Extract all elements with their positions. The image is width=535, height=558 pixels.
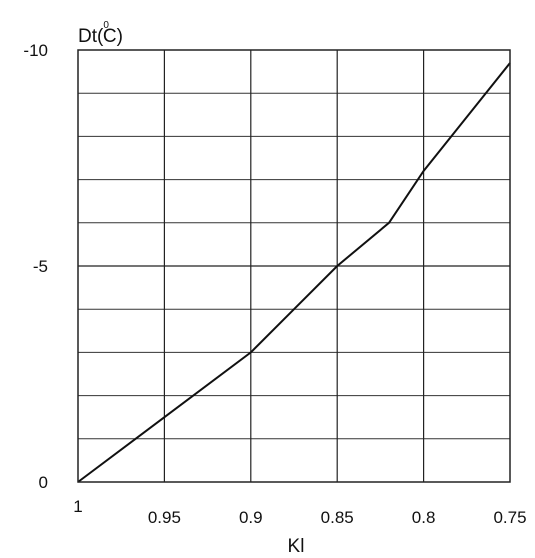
series-line — [77, 62, 511, 483]
x-axis-label: Kl — [288, 536, 305, 557]
x-tick-label: 1 — [73, 497, 82, 516]
y-tick-labels: 0 -5 -10 — [23, 41, 48, 492]
x-tick-label: 0.9 — [239, 508, 263, 527]
y-axis-label: Dt(0 C) — [78, 20, 123, 47]
x-tick-labels: 1 0.95 0.9 0.85 0.8 0.75 — [73, 497, 526, 527]
y-axis-label-superscript: 0 — [103, 20, 109, 31]
x-tick-label: 0.75 — [493, 508, 526, 527]
plot-frame — [77, 49, 511, 483]
y-axis-label-prefix: Dt( — [78, 26, 104, 47]
y-tick-label: -5 — [33, 257, 48, 276]
x-tick-label: 0.95 — [148, 508, 181, 527]
minor-grid — [78, 92, 510, 440]
x-tick-label: 0.8 — [412, 508, 436, 527]
y-tick-label: -10 — [23, 41, 48, 60]
series-layer — [77, 62, 511, 483]
major-grid — [78, 50, 510, 482]
y-tick-label: 0 — [39, 473, 48, 492]
y-axis-label-suffix: C) — [103, 26, 123, 47]
x-tick-label: 0.85 — [321, 508, 354, 527]
